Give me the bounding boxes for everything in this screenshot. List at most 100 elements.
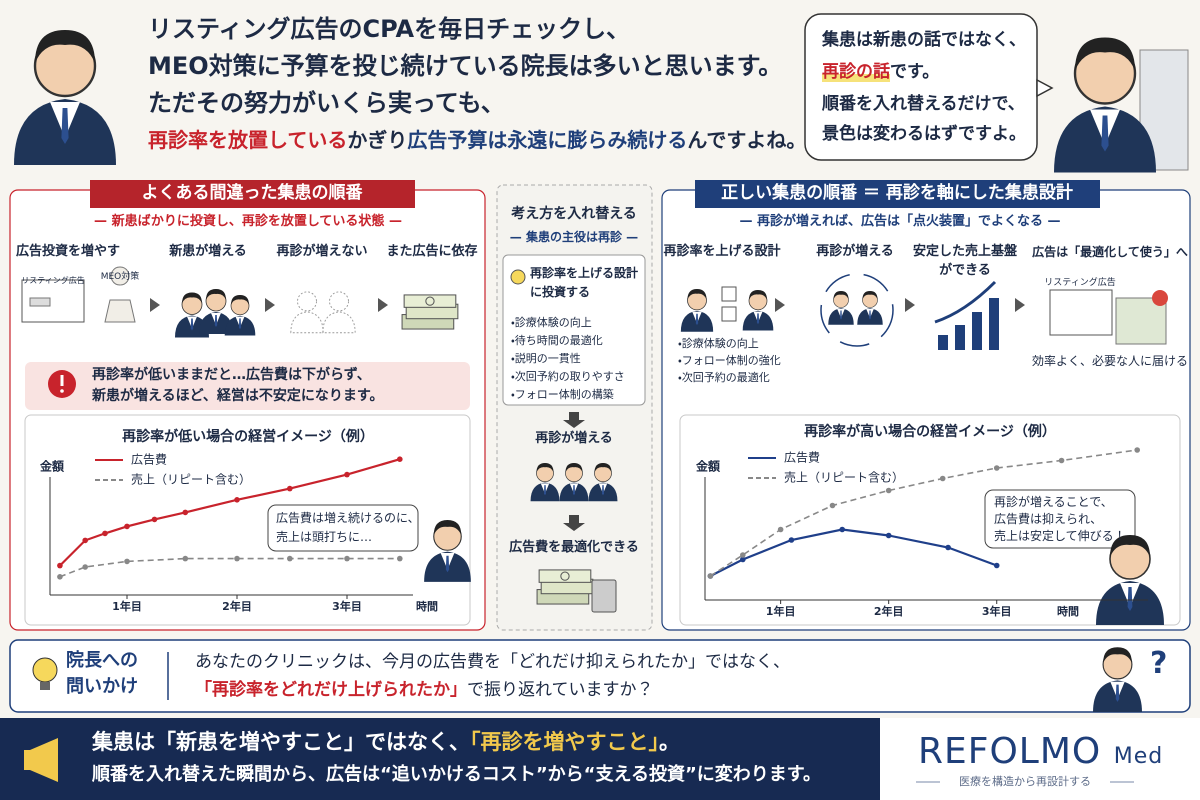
step-label: 再診が増える xyxy=(816,244,894,259)
data-point xyxy=(182,555,189,562)
question-mark: ? xyxy=(1150,646,1168,681)
comment-line: 再診が増えることで、 xyxy=(994,495,1113,509)
list-item: ・次回予約の取りやすさ xyxy=(511,370,625,383)
result-label: 再診が増える xyxy=(535,431,613,446)
list-item: ・待ち時間の最適化 xyxy=(511,334,603,347)
map-pin xyxy=(1152,290,1168,306)
list-item: ・フォロー体制の構築 xyxy=(511,388,614,401)
ad-icon-detail xyxy=(29,297,51,307)
panel-title: よくある間違った集患の順番 xyxy=(141,183,363,203)
down-arrow xyxy=(563,515,585,531)
ad-screen-icon xyxy=(1049,289,1113,336)
growth-arrow xyxy=(934,280,997,324)
step-label: 新患が増える xyxy=(169,244,247,259)
data-point xyxy=(993,562,1000,569)
chart-title: 再診率が低い場合の経営イメージ（例） xyxy=(122,428,374,445)
check-icon xyxy=(721,306,737,322)
data-point xyxy=(1134,447,1140,453)
footer-line: 集患は「新患を増やすこと」ではなく、「再診を増やすこと」。 xyxy=(92,730,680,755)
comment-line: 広告費は抑えられ、 xyxy=(994,512,1103,526)
text-run: です。 xyxy=(890,62,940,82)
bulb-base xyxy=(40,682,50,690)
x-axis-label: 時間 xyxy=(416,599,438,613)
data-point xyxy=(344,471,350,478)
legend-label: 広告費 xyxy=(784,450,820,465)
emphasis: 「再診率をどれだけ上げられたか」 xyxy=(195,680,467,700)
warning-line: 再診率が低いままだと…広告費は下がらず、 xyxy=(92,367,371,383)
icon-label: リスティング広告 xyxy=(1044,278,1116,288)
wrong-title-tab xyxy=(90,180,415,208)
data-point xyxy=(287,485,293,492)
data-point xyxy=(102,530,108,537)
step-label: ができる xyxy=(939,263,991,278)
data-point xyxy=(287,555,293,562)
data-point xyxy=(885,532,892,539)
data-point xyxy=(234,497,240,503)
series-line xyxy=(59,458,401,567)
data-point xyxy=(839,526,846,533)
data-point xyxy=(707,573,714,579)
data-point xyxy=(885,487,892,494)
x-tick-label: 1年目 xyxy=(112,599,142,613)
data-point xyxy=(788,537,795,543)
text-run: んですよね。 xyxy=(687,128,807,152)
list-item: ・次回予約の最適化 xyxy=(678,371,770,384)
icon-label: MEO対策 xyxy=(100,272,140,282)
step-label: 再診率を上げる設計 xyxy=(663,244,781,259)
logo-text: REFOLMO xyxy=(918,731,1102,772)
y-axis-label: 金額 xyxy=(696,459,721,474)
subtitle-text: 再診が増えれば、広告は「点火装置」でよくなる xyxy=(756,214,1044,229)
data-point xyxy=(57,562,63,569)
data-point xyxy=(829,502,836,509)
invest-box xyxy=(502,254,646,406)
comment-line: 売上は安定して伸びる！ xyxy=(994,529,1126,543)
logo: REFOLMO Med xyxy=(918,730,1163,773)
x-tick-label: 3年目 xyxy=(332,599,362,613)
comment-line: 売上は頭打ちに… xyxy=(276,530,373,544)
question-line: 「再診率をどれだけ上げられたか」で振り返れていますか？ xyxy=(195,680,654,700)
list-item: ・診療体験の向上 xyxy=(511,316,592,329)
question-label: 問いかけ xyxy=(66,676,138,697)
down-arrow xyxy=(563,412,585,428)
data-point xyxy=(151,516,158,523)
data-point xyxy=(939,475,946,482)
text-run: 集患は「新患を増やすこと」ではなく、 xyxy=(92,730,470,754)
subtitle-text: 新患ばかりに投資し、再診を放置している状態 xyxy=(111,214,385,229)
data-point xyxy=(945,544,951,551)
arrows xyxy=(775,298,1025,312)
comment-line: 広告費は増え続けるのに、 xyxy=(276,511,420,525)
map-pin-icon xyxy=(104,266,136,323)
data-point xyxy=(740,556,746,563)
legend-label: 売上（リピート含む） xyxy=(131,472,251,487)
question-line: あなたのクリニックは、今月の広告費を「どれだけ抑えられたか」ではなく、 xyxy=(195,652,790,672)
data-point xyxy=(82,537,88,544)
series-line xyxy=(709,449,1138,577)
x-tick-label: 2年目 xyxy=(874,604,904,618)
warning-line: 新患が増えるほど、経営は不安定になります。 xyxy=(92,388,384,404)
y-axis-label: 金額 xyxy=(40,459,65,474)
thinking-doctor xyxy=(12,28,118,167)
panel-subtitle: — 集患の主役は再診 — xyxy=(509,230,639,244)
growth-bars xyxy=(938,298,999,350)
list-item: ・診療体験の向上 xyxy=(678,337,759,350)
data-point xyxy=(397,555,403,562)
step-label: 広告投資を増やす xyxy=(15,244,121,259)
comment-bubble xyxy=(267,504,419,552)
switch-panel xyxy=(496,184,653,631)
emphasis: 再診の話 xyxy=(822,62,890,82)
box-title: に投資する xyxy=(530,285,591,299)
footer-line: 順番を入れ替えた瞬間から、広告は“追いかけるコスト”から“支える投資”に変わりま… xyxy=(92,764,821,785)
warning-icon-dot xyxy=(60,389,64,393)
bubble-tail xyxy=(1036,78,1054,98)
step-label: 広告は「最適化して使う」へ xyxy=(1032,245,1188,259)
cycle-arrows xyxy=(820,273,894,347)
data-point xyxy=(1058,457,1065,464)
money-stack xyxy=(401,294,459,330)
data-point xyxy=(740,552,746,558)
speech-line: 景色は変わるはずですよ。 xyxy=(822,124,1026,144)
text-run: 。 xyxy=(659,730,680,754)
bulb-icon xyxy=(510,269,526,285)
panel-subtitle: — 新患ばかりに投資し、再診を放置している状態 — xyxy=(94,214,402,229)
data-point xyxy=(777,526,784,533)
